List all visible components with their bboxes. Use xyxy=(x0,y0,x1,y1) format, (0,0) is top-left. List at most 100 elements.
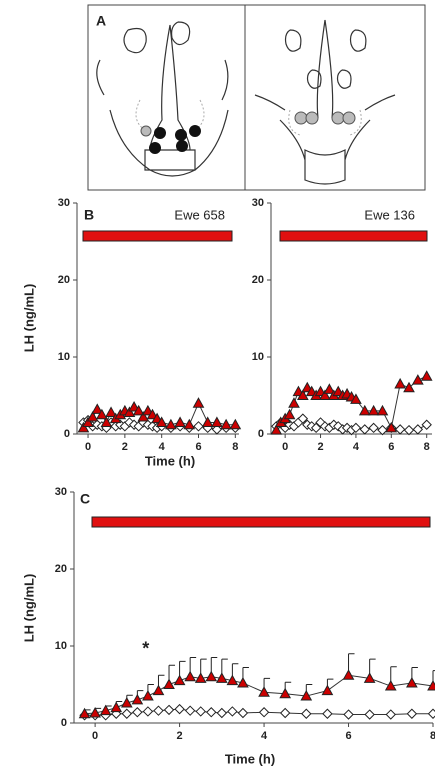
x-tick-label: 6 xyxy=(345,730,351,742)
y-tick-label: 10 xyxy=(252,351,264,363)
x-axis-label: Time (h) xyxy=(145,453,195,468)
panel-a-frame xyxy=(87,4,426,191)
point xyxy=(110,701,123,713)
point xyxy=(403,381,415,393)
point xyxy=(343,709,354,720)
infusion-bar xyxy=(82,230,233,242)
site xyxy=(176,140,188,152)
x-tick-label: 4 xyxy=(159,441,166,453)
point xyxy=(297,413,309,424)
x-tick-label: 8 xyxy=(430,730,435,742)
x-tick-label: 0 xyxy=(282,441,288,453)
point xyxy=(78,707,91,719)
y-tick-label: 10 xyxy=(55,640,67,652)
point xyxy=(89,706,101,718)
x-tick-label: 6 xyxy=(388,441,394,453)
point xyxy=(77,421,90,433)
point xyxy=(215,672,228,683)
point xyxy=(427,680,435,691)
site xyxy=(140,125,152,137)
point xyxy=(367,404,380,416)
point xyxy=(296,389,309,400)
site xyxy=(305,111,319,125)
point xyxy=(411,374,424,385)
y-tick-label: 10 xyxy=(58,351,70,363)
point xyxy=(237,707,249,719)
x-tick-label: 0 xyxy=(92,730,98,742)
point xyxy=(96,408,108,420)
point xyxy=(394,377,407,389)
x-tick-label: 2 xyxy=(177,730,183,742)
point xyxy=(258,686,270,697)
point xyxy=(384,680,397,691)
point xyxy=(142,690,154,701)
point xyxy=(421,419,432,430)
point xyxy=(279,687,292,699)
tract xyxy=(288,109,362,136)
point xyxy=(91,403,104,414)
point xyxy=(385,421,398,433)
section-right xyxy=(254,19,396,185)
point xyxy=(323,383,336,394)
y-tick-label: 30 xyxy=(58,197,70,209)
point xyxy=(420,370,433,381)
panel-label: A xyxy=(96,13,106,29)
point xyxy=(322,708,333,719)
point xyxy=(279,707,291,719)
site xyxy=(189,125,201,137)
point xyxy=(184,670,196,682)
y-axis-label: LH (ng/mL) xyxy=(21,574,36,643)
point xyxy=(152,684,165,696)
point xyxy=(229,418,242,430)
point xyxy=(406,676,418,688)
site xyxy=(175,129,187,141)
site xyxy=(342,111,356,125)
y-axis-label: LH (ng/mL) xyxy=(21,284,36,353)
point xyxy=(283,408,296,420)
point xyxy=(123,406,136,417)
infusion-bar xyxy=(91,516,431,528)
point xyxy=(206,707,217,718)
point xyxy=(350,393,362,404)
annotation: * xyxy=(142,639,149,659)
point xyxy=(173,674,186,686)
point xyxy=(310,422,322,434)
point xyxy=(82,416,94,427)
y-tick-label: 30 xyxy=(55,486,67,498)
point xyxy=(216,707,228,719)
point xyxy=(270,424,283,435)
point xyxy=(288,397,300,408)
point xyxy=(121,708,133,719)
site xyxy=(331,111,345,125)
point xyxy=(377,424,388,436)
point xyxy=(412,424,424,435)
point xyxy=(174,703,185,715)
point xyxy=(183,418,196,430)
point xyxy=(342,669,355,680)
point xyxy=(364,709,375,720)
point xyxy=(155,416,168,427)
point xyxy=(193,421,204,432)
point xyxy=(319,389,331,400)
site xyxy=(294,111,308,125)
panel-a: A xyxy=(87,4,426,191)
point xyxy=(333,421,344,432)
point xyxy=(194,672,207,683)
site xyxy=(149,142,161,154)
point xyxy=(300,690,313,701)
section-left xyxy=(96,21,229,177)
x-tick-label: 2 xyxy=(122,441,128,453)
point xyxy=(100,416,113,427)
x-tick-label: 2 xyxy=(317,441,323,453)
point xyxy=(406,708,418,719)
point xyxy=(258,707,270,718)
point xyxy=(205,670,218,682)
point xyxy=(368,422,379,434)
y-tick-label: 20 xyxy=(252,274,264,286)
y-tick-label: 20 xyxy=(58,274,70,286)
annotation: Ewe 658 xyxy=(174,207,225,222)
x-tick-label: 8 xyxy=(424,441,430,453)
y-tick-label: 20 xyxy=(55,563,67,575)
x-tick-label: 4 xyxy=(353,441,360,453)
point xyxy=(226,674,239,686)
